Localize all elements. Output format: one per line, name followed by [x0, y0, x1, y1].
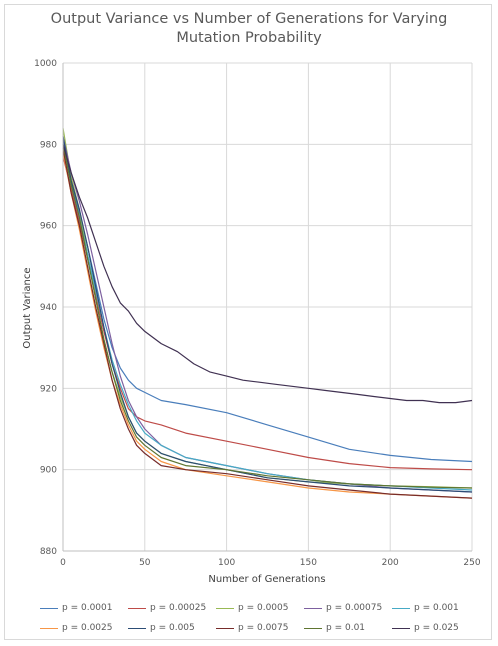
axes: 880 900 920 940 960 980 1000 0 50 100 150 200 250	[34, 59, 481, 568]
legend-swatch	[304, 627, 322, 629]
legend-item: p = 0.025	[392, 623, 480, 633]
y-axis-title: Output Variance	[22, 267, 33, 348]
legend-item: p = 0.005	[128, 623, 216, 633]
legend-swatch	[216, 607, 234, 609]
x-axis-title: Number of Generations	[208, 574, 325, 585]
x-tick-label: 50	[139, 558, 151, 568]
legend-item: p = 0.0075	[216, 623, 304, 633]
legend: p = 0.0001 p = 0.00025 p = 0.0005 p = 0.000…	[40, 598, 480, 638]
legend-item: p = 0.0005	[216, 603, 304, 613]
legend-label: p = 0.0075	[238, 623, 289, 633]
series-line-10	[62, 144, 473, 404]
legend-item: p = 0.01	[304, 623, 392, 633]
chart-title-line-2: Mutation Probability	[176, 30, 322, 46]
legend-label: p = 0.025	[414, 623, 459, 633]
legend-swatch	[40, 627, 58, 629]
legend-swatch	[128, 627, 146, 629]
chart-frame	[4, 4, 492, 640]
legend-swatch	[216, 627, 234, 629]
y-tick-label: 1000	[34, 59, 57, 69]
legend-swatch	[392, 627, 410, 629]
y-tick-label: 880	[40, 547, 57, 557]
y-tick-label: 900	[40, 466, 57, 476]
legend-swatch	[304, 607, 322, 609]
y-tick-label: 960	[40, 222, 57, 232]
legend-label: p = 0.0005	[238, 603, 289, 613]
legend-label: p = 0.0025	[62, 623, 113, 633]
legend-swatch	[128, 607, 146, 609]
legend-item: p = 0.0025	[40, 623, 128, 633]
legend-label: p = 0.00075	[326, 603, 383, 613]
legend-label: p = 0.005	[150, 623, 195, 633]
x-tick-label: 0	[60, 558, 66, 568]
legend-item: p = 0.0001	[40, 603, 128, 613]
y-tick-label: 920	[40, 384, 57, 394]
chart-title: Output Variance vs Number of Generations…	[0, 10, 498, 48]
legend-row: p = 0.0001 p = 0.00025 p = 0.0005 p = 0.000…	[40, 598, 480, 618]
series-line-3	[62, 128, 473, 489]
legend-swatch	[392, 607, 410, 609]
x-tick-label: 100	[218, 558, 235, 568]
series-line-7	[62, 136, 473, 493]
x-tick-label: 200	[382, 558, 399, 568]
legend-label: p = 0.001	[414, 603, 459, 613]
chart-title-line-1: Output Variance vs Number of Generations…	[50, 11, 448, 27]
series-lines	[62, 128, 473, 499]
series-line-2	[62, 156, 473, 471]
series-line-5	[62, 144, 473, 491]
legend-swatch	[40, 607, 58, 609]
x-tick-label: 250	[463, 558, 480, 568]
legend-row: p = 0.0025 p = 0.005 p = 0.0075 p = 0.01 p =…	[40, 618, 480, 638]
y-tick-label: 980	[40, 140, 57, 150]
series-line-9	[62, 144, 473, 489]
series-line-6	[62, 152, 473, 499]
y-tick-label: 940	[40, 303, 57, 313]
x-tick-label: 150	[300, 558, 317, 568]
legend-item: p = 0.001	[392, 603, 480, 613]
legend-label: p = 0.00025	[150, 603, 207, 613]
legend-label: p = 0.0001	[62, 603, 113, 613]
series-line-4	[62, 136, 473, 493]
legend-label: p = 0.01	[326, 623, 366, 633]
legend-item: p = 0.00075	[304, 603, 392, 613]
legend-item: p = 0.00025	[128, 603, 216, 613]
series-line-8	[62, 148, 473, 499]
